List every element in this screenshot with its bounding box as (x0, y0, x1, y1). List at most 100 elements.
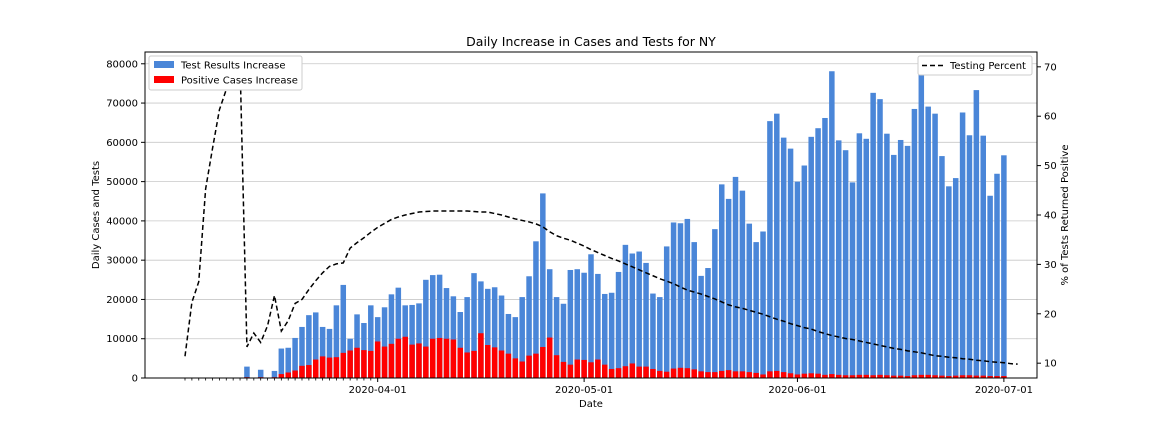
test-results-bar (491, 287, 498, 378)
test-results-bar (306, 315, 312, 378)
test-results-bar (319, 326, 326, 378)
left-y-tick-label: 40000 (106, 216, 138, 227)
test-results-bar (870, 92, 876, 378)
test-results-bar (925, 106, 931, 378)
positive-cases-bar (278, 374, 285, 378)
chart-title: Daily Increase in Cases and Tests for NY (466, 34, 716, 49)
test-results-bar (829, 71, 835, 378)
left-y-axis: 0 10000 20000 30000 40000 50000 60000 70000 8000… (106, 59, 145, 385)
test-results-bar (994, 173, 1000, 378)
test-results-bar (753, 242, 759, 378)
legend-label-positive-cases: Positive Cases Increase (181, 76, 298, 87)
test-results-bar (471, 273, 477, 378)
positive-cases-bar (856, 374, 863, 378)
test-results-bar (718, 184, 725, 378)
positive-cases-bar (946, 376, 952, 378)
positive-cases-bar (980, 375, 986, 378)
test-results-bar (801, 165, 808, 378)
positive-cases-bar (443, 338, 450, 378)
test-results-bar (856, 133, 863, 378)
positive-cases-bar (973, 375, 980, 378)
positive-cases-bar (884, 375, 890, 378)
positive-cases-bar (512, 358, 519, 378)
x-tick-label: 2020-04-01 (349, 385, 407, 396)
test-results-bar (918, 64, 925, 378)
test-results-bar (553, 297, 560, 378)
x-axis-label: Date (579, 399, 603, 410)
positive-cases-bar (815, 373, 821, 378)
positive-cases-bar (388, 343, 395, 378)
test-results-bar (760, 231, 766, 378)
positive-cases-bar (292, 370, 298, 378)
test-results-bar (608, 292, 615, 378)
test-results-bar (650, 293, 656, 378)
test-results-bar (526, 276, 532, 378)
positive-cases-bar (636, 366, 642, 378)
test-results-bar (705, 268, 711, 378)
test-results-bar (891, 154, 897, 378)
positive-cases-bar (939, 375, 945, 378)
test-results-bar (932, 113, 938, 378)
positive-cases-bar (829, 374, 835, 378)
test-results-bar (767, 121, 773, 378)
positive-cases-bar (368, 350, 374, 378)
positive-cases-bar (354, 347, 360, 378)
test-results-bar (732, 176, 739, 378)
test-results-bar (340, 284, 347, 378)
left-y-tick-label: 80000 (106, 59, 138, 70)
positive-cases-bar (842, 375, 849, 378)
positive-cases-bar (498, 350, 505, 378)
positive-cases-bar (526, 355, 532, 378)
test-results-bar (842, 150, 849, 378)
positive-cases-bar (381, 346, 388, 378)
positive-cases-bar (663, 371, 670, 378)
right-y-tick-label: 50 (1044, 161, 1057, 172)
test-results-bar (546, 269, 553, 378)
x-axis: 2020-04-01 2020-05-01 2020-06-01 2020-07-01 (184, 378, 1033, 396)
legend-line-box (917, 55, 1033, 76)
test-results-bar (292, 337, 298, 378)
positive-cases-bar (801, 373, 808, 378)
test-results-bar (498, 295, 505, 378)
test-results-bar (725, 198, 732, 378)
positive-cases-bar (574, 359, 580, 378)
test-results-bar (271, 370, 278, 378)
positive-cases-bar (471, 350, 477, 378)
left-y-tick-label: 30000 (106, 256, 138, 267)
positive-cases-bar (684, 368, 691, 378)
test-results-bar (698, 275, 704, 378)
x-tick-label: 2020-05-01 (555, 385, 613, 396)
positive-cases-bar (340, 352, 347, 378)
positive-cases-bar (712, 372, 718, 378)
positive-cases-bar (670, 368, 677, 378)
positive-cases-bar (863, 374, 870, 378)
positive-cases-bar (602, 364, 608, 378)
positive-cases-bar (732, 371, 739, 378)
positive-cases-bar (312, 359, 319, 378)
positive-cases-bar (319, 356, 326, 378)
test-results-bar (815, 128, 821, 378)
positive-cases-bar (402, 336, 408, 378)
test-results-bar (512, 317, 519, 378)
positive-cases-bar (615, 368, 622, 378)
positive-cases-bar (959, 375, 966, 378)
positive-cases-bar (650, 368, 656, 378)
test-results-bar (980, 135, 986, 378)
positive-cases-bar (794, 374, 801, 378)
test-results-bar (436, 274, 443, 378)
positive-cases-bar (987, 376, 993, 378)
right-y-tick-label: 70 (1044, 62, 1057, 73)
positive-cases-bar (760, 374, 766, 378)
positive-cases-bar (533, 353, 539, 378)
positive-cases-bar (1001, 376, 1007, 378)
positive-cases-bar (904, 376, 911, 378)
test-results-bar (952, 178, 959, 378)
right-y-tick-label: 30 (1044, 260, 1057, 271)
x-tick-label: 2020-07-01 (975, 385, 1033, 396)
testing-percent-line-layer (184, 62, 1018, 365)
test-results-bar (257, 369, 264, 378)
positive-cases-bar (677, 367, 684, 378)
positive-cases-bar (622, 366, 629, 378)
positive-cases-bar (897, 375, 904, 378)
